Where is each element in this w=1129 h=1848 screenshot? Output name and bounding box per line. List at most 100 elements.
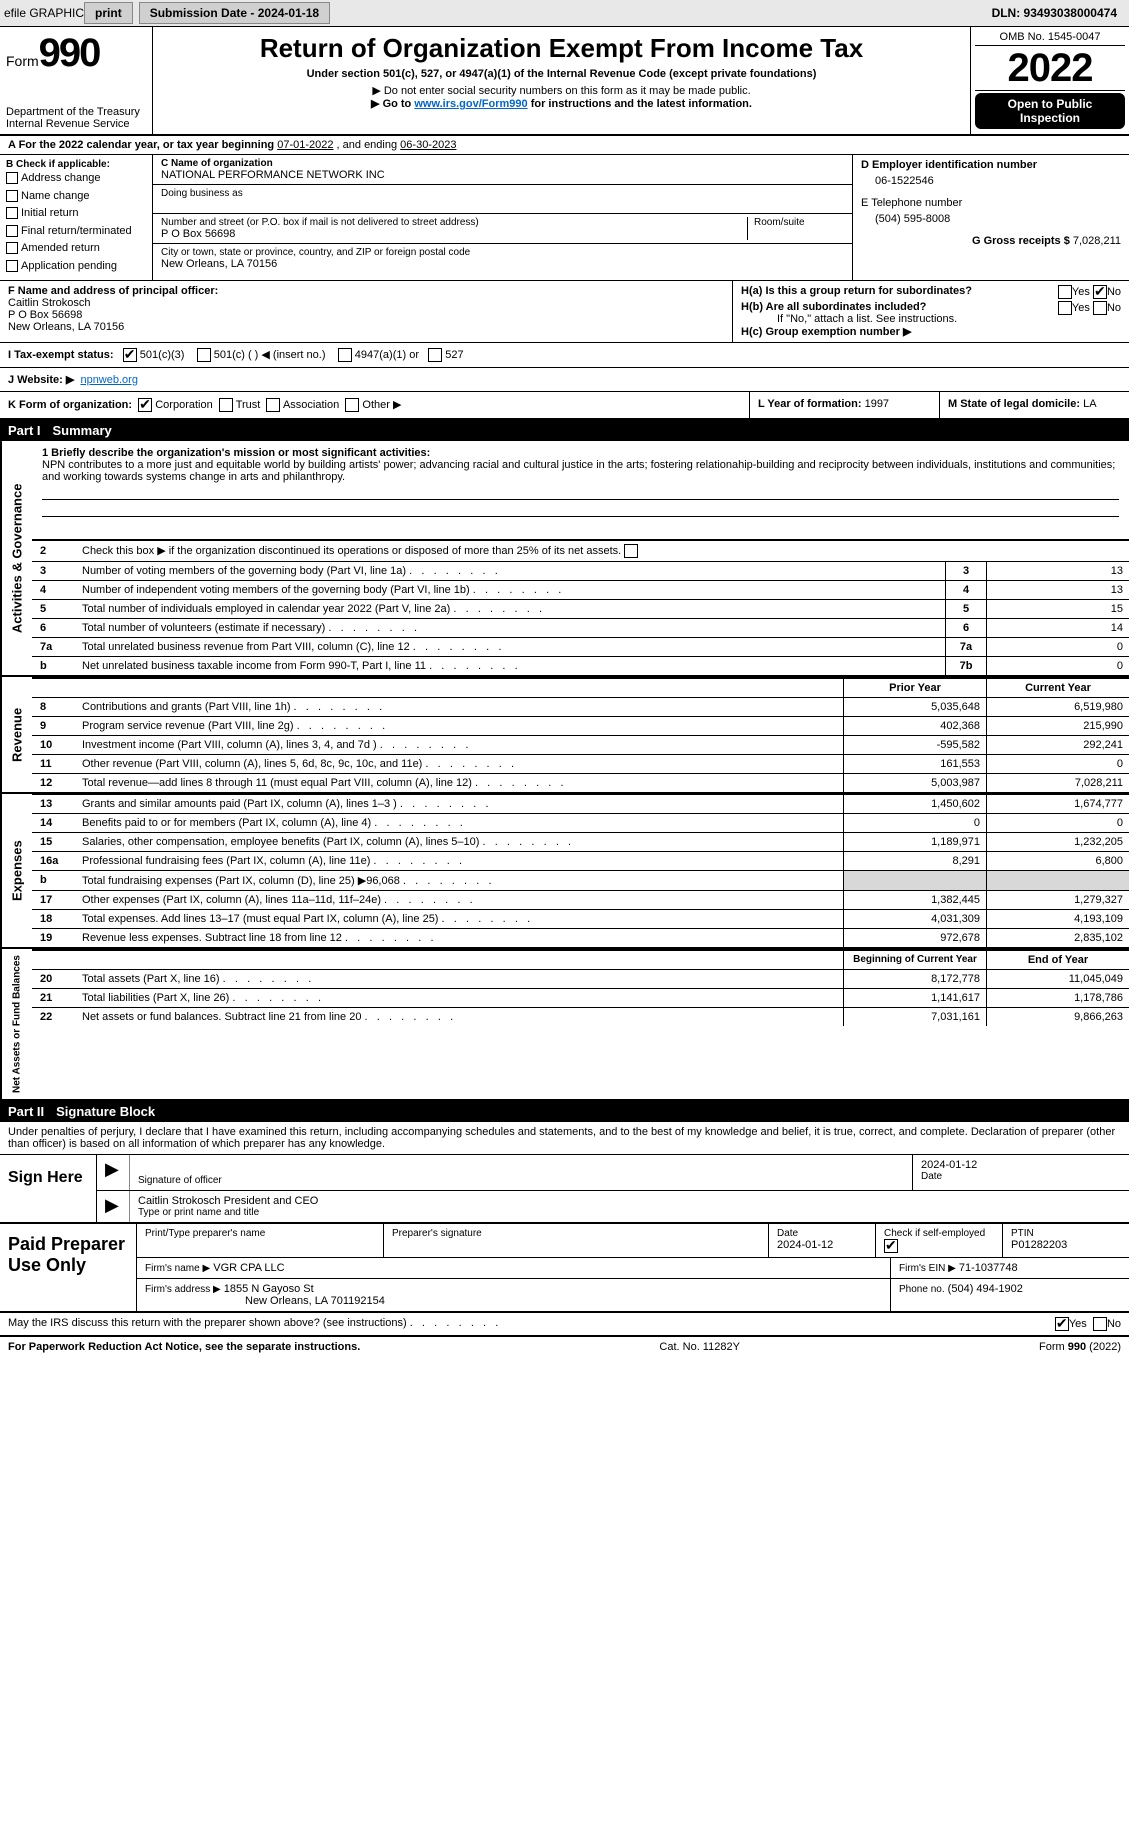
hb-no-checkbox[interactable] <box>1093 301 1107 315</box>
omb-number: OMB No. 1545-0047 <box>975 31 1125 46</box>
city-value: New Orleans, LA 70156 <box>161 258 844 270</box>
table-row: 20Total assets (Part X, line 16)8,172,77… <box>32 969 1129 988</box>
firm-name-label: Firm's name ▶ <box>145 1263 210 1274</box>
table-row: 4Number of independent voting members of… <box>32 580 1129 599</box>
page-footer: For Paperwork Reduction Act Notice, see … <box>0 1337 1129 1357</box>
self-employed-checkbox[interactable] <box>884 1239 898 1253</box>
print-button[interactable]: print <box>84 2 133 24</box>
form-org-row: K Form of organization: Corporation Trus… <box>0 392 1129 420</box>
website-label: J Website: ▶ <box>8 374 74 386</box>
sig-date-value: 2024-01-12 <box>921 1159 1121 1171</box>
website-link[interactable]: npnweb.org <box>80 374 138 386</box>
tax-year-end: 06-30-2023 <box>400 139 456 151</box>
submission-date-button[interactable]: Submission Date - 2024-01-18 <box>139 2 330 24</box>
tab-net-assets: Net Assets or Fund Balances <box>0 949 32 1099</box>
trust-checkbox[interactable] <box>219 398 233 412</box>
officer-addr2: New Orleans, LA 70156 <box>8 321 124 333</box>
4947-checkbox[interactable] <box>338 348 352 362</box>
initial-return-checkbox[interactable] <box>6 207 18 219</box>
firm-name-value: VGR CPA LLC <box>213 1262 284 1274</box>
website-row: J Website: ▶ npnweb.org <box>0 368 1129 392</box>
hb-yes-checkbox[interactable] <box>1058 301 1072 315</box>
entity-info: B Check if applicable: Address change Na… <box>0 155 1129 281</box>
ptin-label: PTIN <box>1011 1228 1121 1239</box>
sign-here-label: Sign Here <box>0 1155 97 1222</box>
street-value: P O Box 56698 <box>161 228 747 240</box>
527-checkbox[interactable] <box>428 348 442 362</box>
revenue-table: Prior YearCurrent Year 8Contributions an… <box>32 677 1129 792</box>
table-row: 18Total expenses. Add lines 13–17 (must … <box>32 909 1129 928</box>
table-row: 3Number of voting members of the governi… <box>32 561 1129 580</box>
org-name: NATIONAL PERFORMANCE NETWORK INC <box>161 169 844 181</box>
ha-no-checkbox[interactable] <box>1093 285 1107 299</box>
footer-left: For Paperwork Reduction Act Notice, see … <box>8 1341 360 1353</box>
part2-title: Signature Block <box>56 1104 155 1119</box>
gross-label: G Gross receipts $ <box>972 235 1070 247</box>
table-row: 22Net assets or fund balances. Subtract … <box>32 1007 1129 1026</box>
check-b-label: B Check if applicable: <box>6 159 146 170</box>
name-change-checkbox[interactable] <box>6 190 18 202</box>
firm-addr2-value: New Orleans, LA 701192154 <box>145 1295 385 1307</box>
year-formation-label: L Year of formation: <box>758 398 862 410</box>
city-label: City or town, state or province, country… <box>161 247 844 258</box>
part2-label: Part II <box>8 1104 56 1119</box>
corp-checkbox[interactable] <box>138 398 152 412</box>
application-pending-checkbox[interactable] <box>6 260 18 272</box>
address-change-checkbox[interactable] <box>6 172 18 184</box>
table-row: 5Total number of individuals employed in… <box>32 599 1129 618</box>
tab-activities-governance: Activities & Governance <box>0 441 32 675</box>
table-row: 10Investment income (Part VIII, column (… <box>32 735 1129 754</box>
state-domicile-value: LA <box>1083 398 1096 410</box>
table-row: 19Revenue less expenses. Subtract line 1… <box>32 928 1129 947</box>
dba-label: Doing business as <box>161 188 844 199</box>
final-return-checkbox[interactable] <box>6 225 18 237</box>
expenses-section: Expenses 13Grants and similar amounts pa… <box>0 794 1129 949</box>
may-irs-no-checkbox[interactable] <box>1093 1317 1107 1331</box>
end-year-header: End of Year <box>987 950 1129 970</box>
dept-label: Department of the Treasury Internal Reve… <box>6 106 146 130</box>
hb-label: H(b) Are all subordinates included? <box>741 301 926 313</box>
table-row: 12Total revenue—add lines 8 through 11 (… <box>32 773 1129 792</box>
open-public-badge: Open to Public Inspection <box>975 93 1125 129</box>
instructions-link[interactable]: www.irs.gov/Form990 <box>414 98 527 110</box>
tax-status-row: I Tax-exempt status: 501(c)(3) 501(c) ( … <box>0 343 1129 368</box>
form-number: 990 <box>39 31 100 75</box>
501c3-checkbox[interactable] <box>123 348 137 362</box>
signature-arrow-icon: ▶ <box>97 1155 130 1190</box>
governance-table: 2Check this box ▶ if the organization di… <box>32 540 1129 675</box>
table-row: 16aProfessional fundraising fees (Part I… <box>32 851 1129 870</box>
amended-return-checkbox[interactable] <box>6 242 18 254</box>
assoc-checkbox[interactable] <box>266 398 280 412</box>
tax-year-begin: 07-01-2022 <box>277 139 333 151</box>
room-label: Room/suite <box>754 217 844 228</box>
line2-checkbox[interactable] <box>624 544 638 558</box>
officer-addr1: P O Box 56698 <box>8 309 82 321</box>
form-label: Form <box>6 53 39 69</box>
may-irs-yes-checkbox[interactable] <box>1055 1317 1069 1331</box>
prep-date-label: Date <box>777 1228 867 1239</box>
officer-label: F Name and address of principal officer: <box>8 285 218 297</box>
org-name-label: C Name of organization <box>161 158 844 169</box>
gross-value: 7,028,211 <box>1073 235 1121 247</box>
ein-value: 06-1522546 <box>861 171 1121 197</box>
phone-value: (504) 595-8008 <box>861 209 1121 235</box>
tab-expenses: Expenses <box>0 794 32 947</box>
tax-status-label: I Tax-exempt status: <box>8 349 114 361</box>
footer-right: Form 990 (2022) <box>1039 1341 1121 1353</box>
501c-checkbox[interactable] <box>197 348 211 362</box>
hc-label: H(c) Group exemption number ▶ <box>741 325 1121 338</box>
ptin-value: P01282203 <box>1011 1239 1121 1251</box>
ha-yes-checkbox[interactable] <box>1058 285 1072 299</box>
form-title: Return of Organization Exempt From Incom… <box>163 33 960 64</box>
table-row: 6Total number of volunteers (estimate if… <box>32 618 1129 637</box>
prep-date-value: 2024-01-12 <box>777 1239 867 1251</box>
sig-type-label: Type or print name and title <box>138 1207 1121 1218</box>
form-org-label: K Form of organization: <box>8 399 132 411</box>
other-checkbox[interactable] <box>345 398 359 412</box>
expenses-table: 13Grants and similar amounts paid (Part … <box>32 794 1129 947</box>
net-assets-section: Net Assets or Fund Balances Beginning of… <box>0 949 1129 1101</box>
table-row: 14Benefits paid to or for members (Part … <box>32 813 1129 832</box>
firm-phone-value: (504) 494-1902 <box>948 1283 1023 1295</box>
subtitle-1: Under section 501(c), 527, or 4947(a)(1)… <box>163 68 960 80</box>
part2-header: Part II Signature Block <box>0 1101 1129 1122</box>
